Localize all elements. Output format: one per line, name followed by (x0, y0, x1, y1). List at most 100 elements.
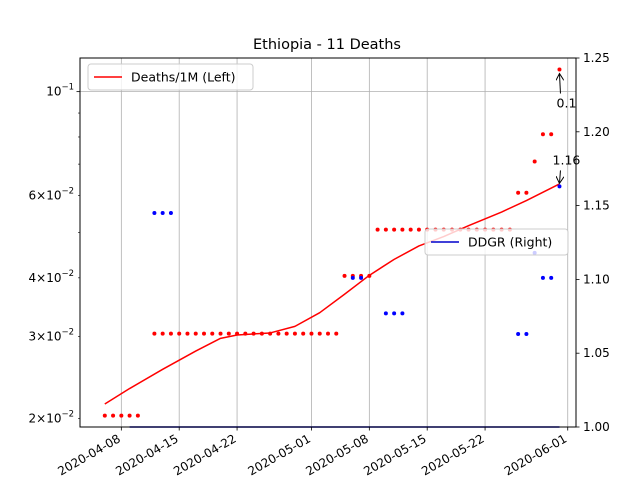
legend-box (87, 63, 254, 91)
deaths-point (135, 413, 140, 418)
ddgr-point (392, 311, 397, 316)
deaths-point (540, 132, 545, 137)
ddgr-point (160, 210, 165, 215)
ddgr-point (540, 275, 545, 280)
left-tick-exponent: −1 (61, 83, 74, 93)
deaths-point (284, 331, 289, 336)
deaths-point (276, 331, 281, 336)
ddgr-point (400, 311, 405, 316)
deaths-line (104, 183, 560, 405)
left-tick-mantissa: 2×10 (29, 412, 62, 426)
right-tick-label: 1.20 (583, 125, 610, 139)
deaths-point (557, 67, 562, 72)
deaths-point (160, 331, 165, 336)
x-tick-label: 2020-05-08 (303, 431, 370, 478)
deaths-point (218, 331, 223, 336)
left-tick-label: 10−1 (46, 83, 74, 99)
annotation-label: 0.1 (557, 96, 577, 111)
legends: Deaths/1M (Left) DDGR (Right) (87, 63, 569, 256)
ddgr-point (549, 275, 554, 280)
legend-deaths: Deaths/1M (Left) (87, 63, 254, 91)
left-tick-label: 6×10−2 (29, 186, 75, 202)
legend-box (424, 228, 569, 256)
deaths-point (309, 331, 314, 336)
right-tick-label: 1.15 (583, 199, 610, 213)
deaths-point (549, 132, 554, 137)
deaths-point (367, 273, 372, 278)
left-tick-mantissa: 3×10 (29, 329, 62, 343)
deaths-point (400, 227, 405, 232)
ddgr-point (359, 275, 364, 280)
right-tick-label: 1.25 (583, 51, 610, 65)
deaths-point (193, 331, 198, 336)
deaths-point (259, 331, 264, 336)
left-tick-mantissa: 4×10 (29, 271, 62, 285)
deaths-point (383, 227, 388, 232)
deaths-point (292, 331, 297, 336)
deaths-point (375, 227, 380, 232)
legend-label: DDGR (Right) (468, 235, 552, 250)
x-tick-label: 2020-06-01 (502, 431, 569, 478)
deaths-point (334, 331, 339, 336)
deaths-point (268, 331, 273, 336)
deaths-point (392, 227, 397, 232)
left-tick-base: 10 (46, 85, 61, 99)
legend-ddgr: DDGR (Right) (424, 228, 569, 256)
ddgr-point (383, 311, 388, 316)
annotations: 0.1 1.16 (553, 74, 581, 184)
x-tick-label: 2020-05-22 (419, 431, 486, 478)
ddgr-point (350, 275, 355, 280)
deaths-point (111, 413, 116, 418)
deaths-point (119, 413, 124, 418)
deaths-point (127, 413, 132, 418)
deaths-point (317, 331, 322, 336)
deaths-point (326, 331, 330, 336)
x-tick-label: 2020-04-15 (113, 431, 180, 478)
left-tick-label: 4×10−2 (29, 269, 75, 285)
ddgr-point (516, 332, 521, 337)
right-axis: 1.00 1.05 1.10 1.15 1.20 1.25 (576, 51, 610, 434)
deaths-point (152, 331, 157, 336)
deaths-point (210, 331, 215, 336)
deaths-point (301, 331, 306, 336)
ddgr-point (557, 184, 562, 189)
right-tick-label: 1.05 (583, 346, 610, 360)
deaths-point (342, 273, 347, 278)
left-tick-mantissa: 6×10 (29, 188, 62, 202)
annotation-label: 1.16 (553, 152, 581, 167)
annotation-arrow (559, 170, 560, 183)
x-tick-label: 2020-05-15 (361, 431, 428, 478)
deaths-point (532, 159, 537, 164)
ddgr-point (168, 210, 173, 215)
left-tick-exponent: −2 (61, 186, 74, 196)
x-tick-label: 2020-05-01 (246, 431, 313, 478)
left-axis: 10−12×10−23×10−24×10−26×10−2 (29, 83, 80, 426)
deaths-point (243, 331, 248, 336)
left-tick-label: 2×10−2 (29, 410, 75, 426)
left-tick-exponent: −2 (61, 410, 74, 420)
ddgr-point (524, 332, 529, 337)
deaths-point (416, 227, 421, 232)
right-tick-label: 1.10 (583, 272, 610, 286)
chart-title: Ethiopia - 11 Deaths (253, 37, 401, 53)
ddgr-point (152, 210, 157, 215)
deaths-point (177, 331, 182, 336)
deaths-point (251, 331, 256, 336)
deaths-point (235, 331, 240, 336)
left-tick-exponent: −2 (61, 269, 74, 279)
plot-frame (79, 57, 577, 428)
right-tick-label: 1.00 (583, 420, 610, 434)
annotation-arrow (559, 74, 560, 94)
deaths-point (168, 331, 173, 336)
legend-label: Deaths/1M (Left) (131, 70, 236, 85)
deaths-point (226, 331, 231, 336)
deaths-point (185, 331, 190, 336)
deaths-point (524, 190, 529, 195)
deaths-point (202, 331, 206, 336)
left-tick-exponent: −2 (61, 327, 74, 337)
deaths-point (102, 413, 107, 418)
left-tick-label: 3×10−2 (29, 327, 75, 343)
x-tick-label: 2020-04-08 (55, 431, 122, 478)
